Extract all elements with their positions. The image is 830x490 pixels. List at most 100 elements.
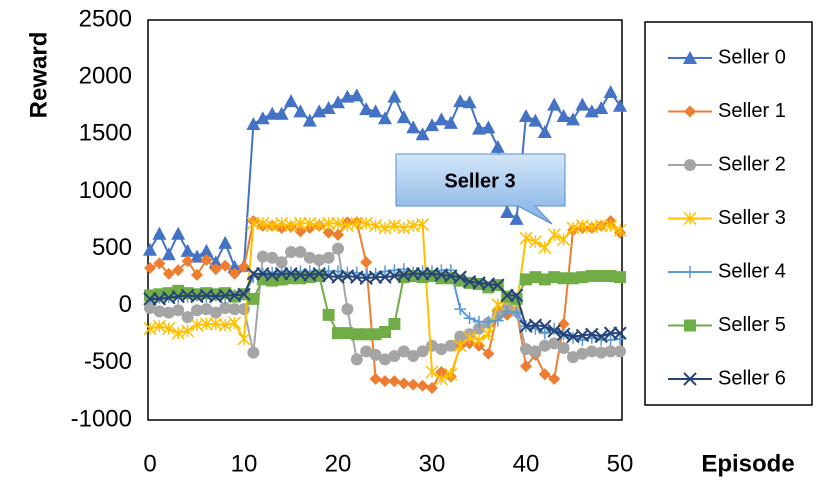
- marker: [406, 120, 421, 134]
- marker: [238, 303, 250, 316]
- marker: [482, 347, 495, 360]
- marker: [416, 379, 429, 392]
- marker: [303, 251, 316, 264]
- y-tick-label: -1000: [71, 405, 132, 432]
- marker: [218, 235, 233, 249]
- marker: [538, 327, 551, 340]
- marker: [566, 112, 580, 126]
- marker: [209, 263, 222, 276]
- marker: [209, 306, 222, 319]
- marker: [172, 304, 185, 317]
- marker: [162, 287, 175, 300]
- marker: [444, 339, 457, 352]
- marker: [294, 246, 307, 258]
- marker: [340, 89, 355, 103]
- marker: [219, 302, 232, 314]
- marker: [594, 219, 608, 233]
- marker: [397, 377, 410, 390]
- marker: [548, 271, 561, 284]
- marker: [285, 246, 297, 258]
- marker: [500, 205, 515, 218]
- marker: [509, 211, 524, 225]
- marker: [434, 372, 448, 386]
- marker: [454, 330, 467, 343]
- marker: [684, 105, 696, 118]
- y-tick-label: 500: [92, 234, 132, 261]
- x-tick-label: 50: [607, 450, 634, 477]
- marker: [425, 365, 439, 379]
- marker: [388, 375, 401, 388]
- marker: [350, 216, 364, 230]
- marker: [548, 372, 561, 385]
- marker: [191, 304, 203, 317]
- marker: [228, 303, 241, 316]
- marker: [520, 360, 532, 373]
- marker: [453, 339, 467, 353]
- plot: [143, 85, 627, 394]
- marker: [200, 303, 213, 316]
- marker: [322, 226, 335, 239]
- marker: [191, 268, 203, 281]
- marker: [557, 318, 570, 330]
- marker: [144, 302, 156, 314]
- marker: [567, 272, 579, 285]
- marker: [199, 243, 214, 257]
- marker: [350, 353, 363, 366]
- marker: [368, 104, 383, 118]
- x-tick-label: 0: [143, 450, 156, 477]
- marker: [274, 106, 289, 120]
- marker: [595, 270, 608, 282]
- marker: [604, 270, 617, 282]
- marker: [683, 372, 697, 386]
- marker: [684, 319, 696, 332]
- marker: [181, 324, 195, 338]
- marker: [538, 240, 552, 254]
- marker: [603, 85, 618, 98]
- marker: [397, 345, 410, 358]
- marker: [332, 327, 344, 340]
- callout: [395, 153, 566, 225]
- marker: [547, 97, 562, 111]
- marker: [312, 104, 327, 118]
- marker: [379, 326, 391, 338]
- marker: [595, 346, 608, 359]
- marker: [683, 211, 697, 226]
- y-axis-label: Reward: [25, 32, 52, 119]
- legend-box: [644, 21, 813, 406]
- marker: [341, 327, 354, 340]
- marker: [153, 305, 166, 318]
- callout-text: Seller 3: [444, 170, 515, 192]
- y-tick-label: 1500: [79, 120, 132, 147]
- marker: [143, 242, 157, 256]
- marker: [247, 292, 260, 305]
- marker: [153, 288, 166, 301]
- marker: [604, 334, 617, 346]
- marker: [584, 104, 599, 118]
- marker: [265, 106, 280, 120]
- marker: [509, 288, 524, 303]
- marker: [538, 319, 552, 333]
- marker: [360, 345, 373, 358]
- marker: [152, 226, 167, 240]
- marker: [190, 249, 204, 263]
- marker: [284, 94, 298, 108]
- marker: [454, 303, 467, 316]
- marker: [472, 121, 486, 135]
- marker: [684, 159, 696, 171]
- marker: [387, 89, 402, 103]
- marker: [369, 372, 382, 385]
- marker: [528, 235, 542, 249]
- marker: [529, 271, 542, 284]
- marker: [594, 329, 608, 344]
- marker: [538, 273, 551, 286]
- marker: [557, 232, 571, 246]
- y-tick-label: -500: [84, 348, 132, 375]
- marker: [200, 254, 213, 266]
- marker: [490, 139, 505, 153]
- marker: [172, 264, 185, 277]
- marker: [567, 351, 579, 364]
- marker: [407, 350, 420, 362]
- marker: [285, 272, 297, 285]
- marker: [520, 343, 532, 356]
- marker: [246, 216, 260, 230]
